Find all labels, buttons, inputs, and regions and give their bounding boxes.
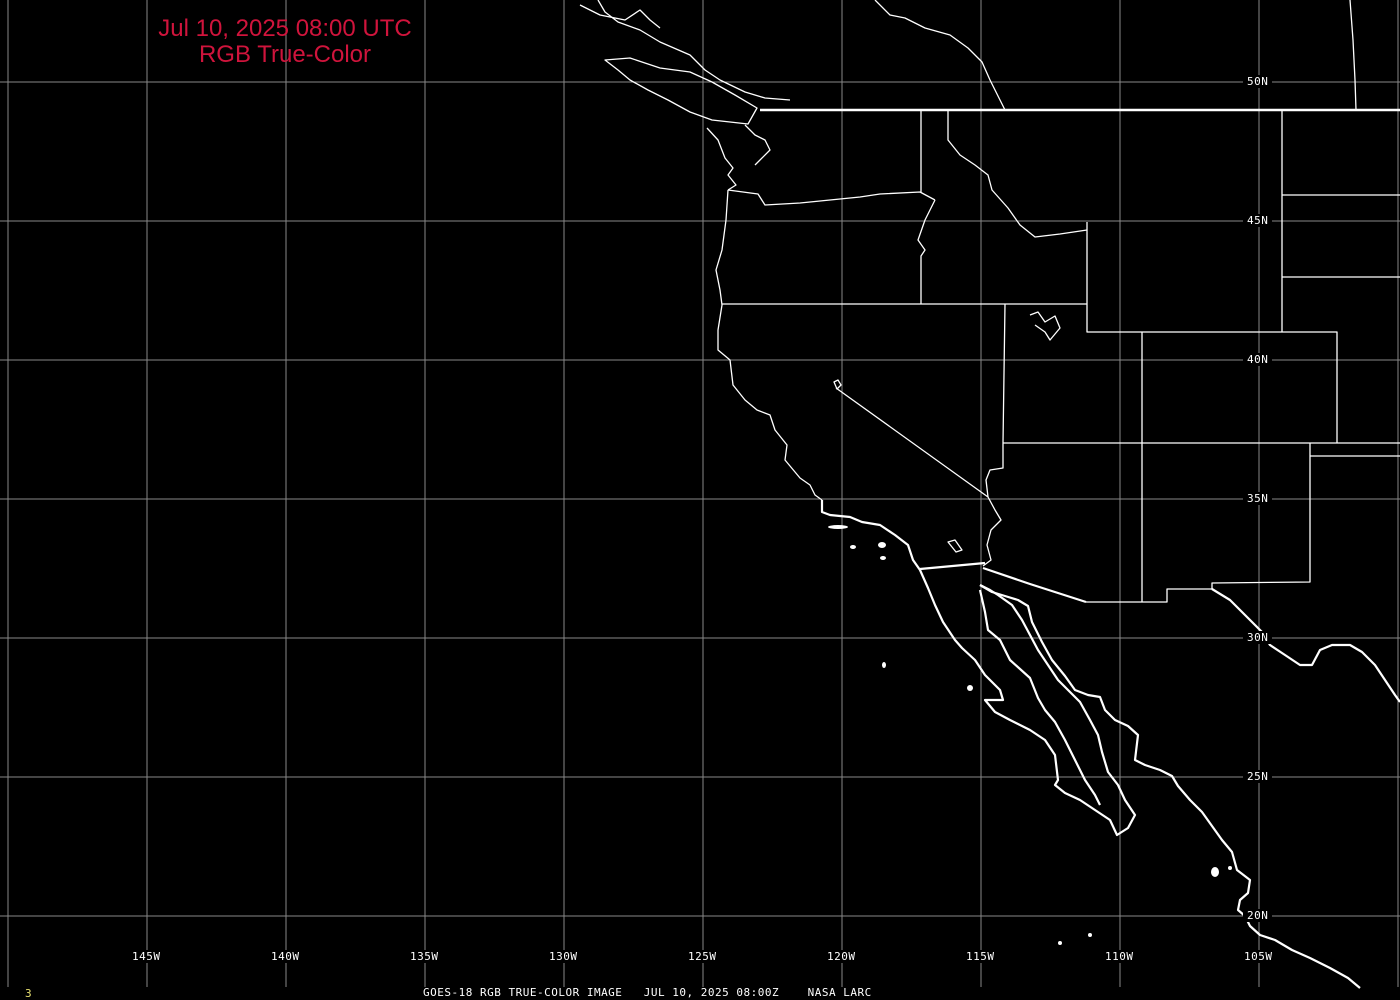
canada-coastline xyxy=(579,0,1357,125)
california-oregon-coast xyxy=(715,189,823,501)
image-caption: GOES-18 RGB TRUE-COLOR IMAGE JUL 10, 202… xyxy=(423,986,872,999)
longitude-label: 115W xyxy=(966,950,995,963)
mexico-border xyxy=(919,561,1400,703)
mexico-state-line xyxy=(1211,588,1400,703)
bc-mainland-coast xyxy=(597,0,791,101)
colorado-river xyxy=(982,496,1002,567)
frame-number: 3 xyxy=(25,987,33,1000)
washington-coast xyxy=(706,127,737,191)
id-mt-border xyxy=(947,110,1088,238)
longitude-label: 125W xyxy=(688,950,717,963)
state-borders xyxy=(722,108,1400,603)
canada-east-line xyxy=(1349,0,1357,111)
longitude-label: 135W xyxy=(410,950,439,963)
channel-islands xyxy=(828,525,1232,945)
longitude-label: 110W xyxy=(1105,950,1134,963)
salton-sea xyxy=(947,539,963,553)
longitude-label: 120W xyxy=(827,950,856,963)
bc-inlets xyxy=(579,4,661,29)
lake-tahoe xyxy=(833,379,842,390)
mexico-mainland-coast xyxy=(979,584,1361,989)
gulf-inner-coast xyxy=(978,589,1101,806)
vancouver-island xyxy=(604,57,758,125)
latitude-label: 50N xyxy=(1243,75,1273,88)
latitude-label: 35N xyxy=(1243,492,1273,505)
us-west-coast xyxy=(706,124,823,501)
puget-sound xyxy=(744,124,771,166)
longitude-label: 130W xyxy=(549,950,578,963)
latitude-label: 30N xyxy=(1243,631,1273,644)
latitude-label: 45N xyxy=(1243,214,1273,227)
longitude-label: 105W xyxy=(1244,950,1273,963)
latitude-label: 40N xyxy=(1243,353,1273,366)
latitude-label: 25N xyxy=(1243,770,1273,783)
socal-baja-coast xyxy=(820,500,1361,989)
nm-east-border xyxy=(1086,443,1311,603)
map-title-product: RGB True-Color xyxy=(198,41,372,68)
or-id-border xyxy=(917,199,936,304)
nv-east-border xyxy=(985,303,1006,498)
latitude-label: 20N xyxy=(1243,909,1273,922)
map-title-datetime: Jul 10, 2025 08:00 UTC xyxy=(158,15,412,42)
wa-or-border xyxy=(727,189,936,206)
longitude-label: 145W xyxy=(132,950,161,963)
great-salt-lake xyxy=(1029,311,1061,341)
id-wy-border xyxy=(1086,222,1338,443)
ca-nv-border xyxy=(835,387,989,498)
bc-ab-border xyxy=(874,0,1006,111)
longitude-label: 140W xyxy=(271,950,300,963)
